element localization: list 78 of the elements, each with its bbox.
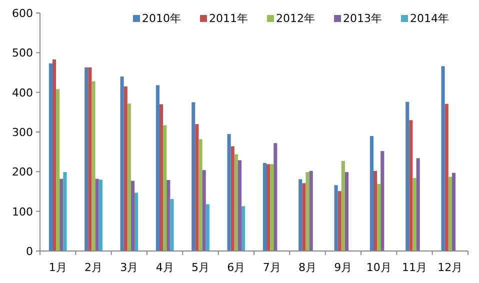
bar	[52, 59, 56, 251]
legend-label: 2010年	[142, 12, 181, 25]
bar	[306, 172, 310, 251]
y-tick-label: 300	[12, 126, 33, 139]
bar	[192, 102, 196, 251]
bar	[409, 120, 413, 251]
bar	[92, 81, 96, 251]
bar	[309, 170, 313, 251]
y-tick-label: 0	[26, 245, 33, 258]
bar	[170, 199, 174, 251]
bar	[163, 125, 167, 251]
legend-label: 2012年	[276, 12, 315, 25]
legend-label: 2011年	[209, 12, 248, 25]
bar	[227, 134, 231, 251]
bar	[441, 66, 445, 251]
bar	[95, 178, 99, 251]
bar	[266, 164, 270, 251]
bar	[206, 204, 210, 251]
y-tick-label: 500	[12, 46, 33, 60]
bar	[56, 89, 60, 251]
x-tick-label: 2月	[84, 261, 102, 274]
bar	[302, 183, 306, 251]
y-tick-label: 600	[12, 7, 33, 20]
x-tick-label: 3月	[120, 261, 138, 274]
bar	[166, 180, 170, 251]
bar	[234, 154, 238, 251]
bar	[334, 185, 338, 251]
bar	[195, 124, 199, 251]
bar	[127, 103, 131, 251]
bar	[156, 85, 160, 251]
bar	[270, 164, 274, 251]
bar	[84, 67, 88, 251]
bar	[377, 184, 381, 251]
bar	[198, 139, 202, 251]
x-tick-label: 1月	[48, 261, 67, 274]
bar	[448, 176, 452, 251]
bar	[298, 179, 302, 251]
x-tick-label: 7月	[262, 261, 281, 274]
bar	[63, 172, 67, 251]
bar	[370, 136, 374, 251]
bar	[230, 146, 234, 251]
bar	[88, 67, 92, 251]
bar	[60, 178, 64, 251]
bar	[159, 104, 164, 251]
bar	[238, 160, 242, 251]
x-tick-label: 5月	[192, 261, 210, 274]
x-tick-label: 10月	[366, 261, 392, 274]
bar	[134, 192, 138, 251]
legend-label: 2014年	[410, 12, 449, 25]
bar	[341, 160, 345, 251]
y-tick-label: 200	[12, 166, 33, 179]
bar	[98, 180, 102, 251]
bar	[344, 172, 349, 251]
bar	[274, 143, 278, 251]
bar	[242, 206, 246, 251]
x-tick-label: 12月	[438, 261, 463, 274]
y-tick-label: 400	[12, 86, 33, 100]
legend-label: 2013年	[343, 12, 382, 25]
x-tick-label: 9月	[334, 261, 352, 274]
y-tick-label: 100	[12, 205, 33, 218]
bar	[338, 191, 342, 251]
bar	[202, 170, 206, 251]
bar	[452, 172, 456, 251]
bar	[416, 158, 420, 251]
x-tick-label: 4月	[156, 261, 174, 274]
x-tick-label: 11月	[402, 261, 427, 274]
bar	[124, 86, 128, 251]
bar	[380, 151, 384, 251]
bar	[444, 104, 448, 251]
bar	[48, 63, 52, 251]
bar	[412, 178, 416, 251]
x-tick-label: 8月	[298, 261, 316, 274]
bar	[262, 162, 266, 251]
bar	[406, 102, 410, 251]
bar	[373, 170, 378, 251]
bar	[130, 180, 135, 251]
bar	[120, 76, 124, 251]
x-tick-label: 6月	[227, 261, 246, 274]
